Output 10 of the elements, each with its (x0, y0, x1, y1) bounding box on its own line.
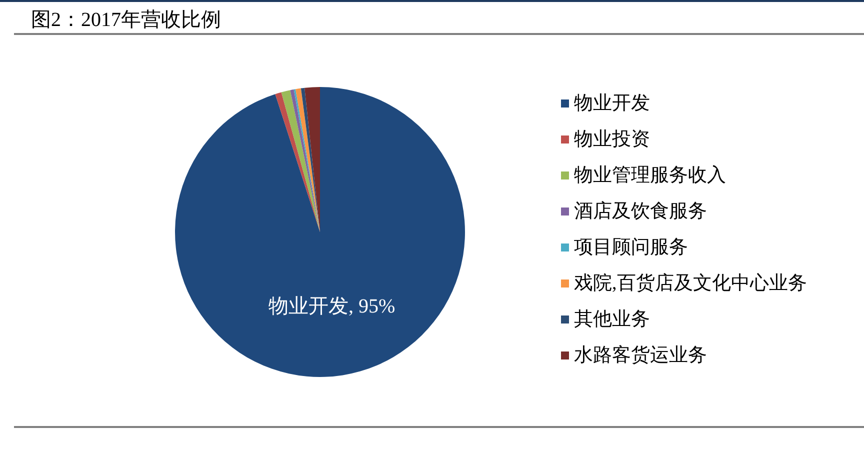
legend-label: 酒店及饮食服务 (574, 200, 707, 222)
legend-label: 戏院,百货店及文化中心业务 (574, 272, 807, 294)
data-label: 物业开发, 95% (268, 296, 396, 318)
legend-label: 物业开发 (574, 93, 650, 114)
legend-label: 物业投资 (574, 129, 650, 150)
legend-label: 物业管理服务收入 (574, 165, 726, 186)
legend-label: 其他业务 (574, 309, 650, 330)
legend-label: 水路客货运业务 (574, 344, 707, 366)
legend-label: 项目顾问服务 (574, 237, 688, 258)
chart-title: 图2：2017年营收比例 (31, 9, 221, 31)
